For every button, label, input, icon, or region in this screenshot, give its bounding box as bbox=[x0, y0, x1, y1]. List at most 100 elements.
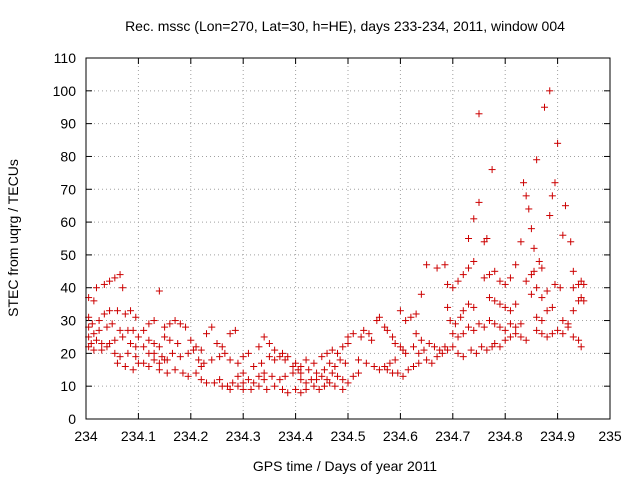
data-point bbox=[271, 346, 279, 354]
data-point bbox=[113, 359, 121, 367]
data-point bbox=[546, 212, 554, 220]
data-point bbox=[522, 277, 530, 285]
data-point bbox=[221, 349, 229, 357]
data-point bbox=[134, 333, 142, 341]
data-point bbox=[140, 343, 148, 351]
data-point bbox=[140, 326, 148, 334]
x-tick-label: 234.9 bbox=[540, 428, 575, 444]
chart-title: Rec. mssc (Lon=270, Lat=30, h=HE), days … bbox=[125, 18, 565, 34]
data-point bbox=[368, 336, 376, 344]
data-point bbox=[331, 382, 339, 390]
data-point bbox=[517, 238, 525, 246]
data-point bbox=[470, 215, 478, 223]
data-point bbox=[389, 333, 397, 341]
data-point bbox=[417, 290, 425, 298]
data-point bbox=[90, 297, 98, 305]
x-tick-label: 235 bbox=[598, 428, 622, 444]
data-point bbox=[297, 389, 305, 397]
data-point bbox=[302, 385, 310, 393]
data-point bbox=[203, 379, 211, 387]
data-point bbox=[410, 362, 417, 370]
data-point bbox=[454, 349, 462, 357]
data-point bbox=[161, 333, 169, 341]
data-point bbox=[255, 372, 263, 380]
data-point bbox=[344, 379, 352, 387]
x-tick-label: 234 bbox=[74, 428, 98, 444]
data-point bbox=[323, 349, 331, 357]
data-point bbox=[239, 353, 247, 361]
data-point bbox=[124, 349, 132, 357]
data-point bbox=[103, 323, 111, 331]
y-tick-label: 110 bbox=[54, 50, 77, 66]
data-point bbox=[182, 323, 190, 331]
data-point bbox=[554, 326, 562, 334]
data-point bbox=[184, 372, 192, 380]
data-point bbox=[334, 372, 342, 380]
y-tick-label: 70 bbox=[60, 181, 76, 197]
data-point bbox=[255, 343, 263, 351]
data-point bbox=[467, 346, 475, 354]
data-point bbox=[297, 376, 305, 384]
data-point bbox=[276, 353, 284, 361]
data-point bbox=[491, 340, 499, 348]
data-point bbox=[108, 320, 116, 328]
data-point bbox=[580, 297, 588, 305]
data-point bbox=[472, 349, 480, 357]
data-point bbox=[161, 323, 169, 331]
data-point bbox=[289, 362, 297, 370]
data-point bbox=[210, 379, 218, 387]
data-point bbox=[187, 336, 195, 344]
data-point bbox=[470, 257, 478, 265]
data-point bbox=[260, 333, 268, 341]
data-point bbox=[548, 192, 556, 200]
data-point bbox=[155, 359, 163, 367]
y-axis-label: STEC from uqrg / TECUs bbox=[5, 159, 21, 317]
data-point bbox=[111, 274, 119, 282]
data-point bbox=[520, 179, 528, 187]
data-point bbox=[344, 333, 352, 341]
data-point bbox=[569, 284, 577, 292]
axis-ticks: 234 234.1 234.2 234.3 234.4 234.5 234.6 234.7 23… bbox=[53, 50, 622, 444]
data-point bbox=[535, 257, 543, 265]
data-point bbox=[197, 346, 205, 354]
data-point bbox=[95, 326, 103, 334]
data-point bbox=[399, 372, 407, 380]
data-point bbox=[538, 264, 546, 272]
data-point bbox=[155, 366, 163, 374]
data-point bbox=[517, 320, 525, 328]
data-point bbox=[543, 333, 551, 341]
data-point bbox=[268, 372, 276, 380]
data-point bbox=[485, 271, 493, 279]
y-tick-label: 90 bbox=[60, 116, 76, 132]
data-point bbox=[517, 333, 525, 341]
data-point bbox=[506, 274, 514, 282]
data-point bbox=[506, 320, 514, 328]
data-point bbox=[239, 385, 247, 393]
data-point bbox=[289, 369, 297, 377]
data-point bbox=[284, 389, 292, 397]
data-point bbox=[331, 362, 339, 370]
data-point bbox=[195, 356, 203, 364]
data-point bbox=[310, 382, 318, 390]
data-point bbox=[354, 369, 362, 377]
data-point bbox=[375, 366, 383, 374]
data-point bbox=[121, 310, 129, 318]
data-point bbox=[444, 280, 452, 288]
data-point bbox=[501, 280, 509, 288]
data-point bbox=[244, 349, 252, 357]
data-point bbox=[234, 359, 242, 367]
data-point bbox=[263, 385, 271, 393]
data-point bbox=[512, 300, 520, 308]
data-point bbox=[444, 303, 452, 311]
data-point bbox=[92, 336, 100, 344]
data-point bbox=[501, 326, 509, 334]
data-point bbox=[354, 356, 362, 364]
y-tick-label: 50 bbox=[60, 247, 76, 263]
data-point bbox=[522, 336, 530, 344]
data-point bbox=[92, 284, 100, 292]
data-point bbox=[255, 382, 263, 390]
data-point bbox=[546, 87, 554, 95]
data-point bbox=[438, 349, 446, 357]
data-point bbox=[302, 379, 310, 387]
